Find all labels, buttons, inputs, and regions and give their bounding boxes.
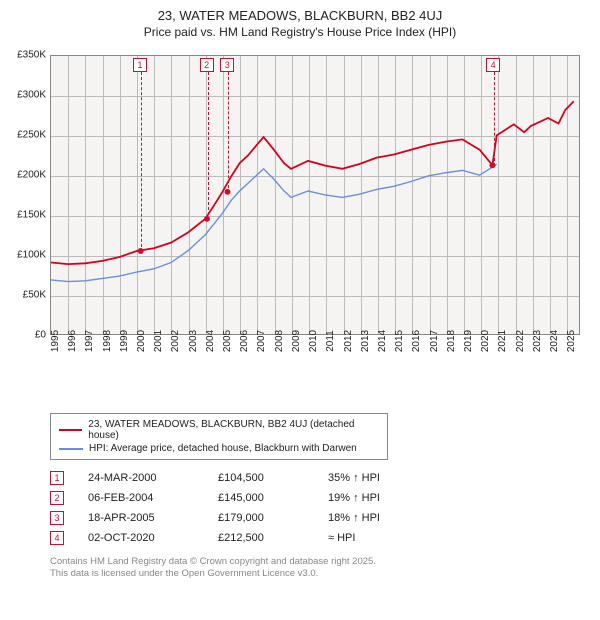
event-price: £145,000 bbox=[218, 492, 328, 504]
sale-events-table: 1 24-MAR-2000£104,50035% ↑ HPI 2 06-FEB-200… bbox=[50, 468, 592, 548]
sale-marker-box: 3 bbox=[220, 58, 234, 72]
legend: 23, WATER MEADOWS, BLACKBURN, BB2 4UJ (d… bbox=[50, 413, 388, 460]
sale-marker-box: 2 bbox=[200, 58, 214, 72]
y-axis-tick: £200K bbox=[8, 170, 46, 181]
event-marker-box: 3 bbox=[50, 511, 64, 525]
event-hpi: 18% ↑ HPI bbox=[328, 512, 380, 524]
y-axis-tick: £50K bbox=[8, 290, 46, 301]
series-lines bbox=[51, 56, 579, 334]
x-axis-tick: 2018 bbox=[446, 330, 457, 352]
x-axis-tick: 2014 bbox=[377, 330, 388, 352]
x-axis-tick: 2005 bbox=[222, 330, 233, 352]
y-axis-tick: £150K bbox=[8, 210, 46, 221]
x-axis-tick: 2006 bbox=[239, 330, 250, 352]
x-axis-tick: 2009 bbox=[291, 330, 302, 352]
legend-label: HPI: Average price, detached house, Blac… bbox=[89, 443, 357, 454]
x-axis-tick: 2008 bbox=[274, 330, 285, 352]
x-axis-tick: 2004 bbox=[205, 330, 216, 352]
event-price: £104,500 bbox=[218, 472, 328, 484]
sale-marker-box: 1 bbox=[133, 58, 147, 72]
x-axis-tick: 2013 bbox=[360, 330, 371, 352]
y-axis-tick: £100K bbox=[8, 250, 46, 261]
legend-swatch bbox=[59, 448, 83, 450]
x-axis-tick: 2012 bbox=[343, 330, 354, 352]
event-row: 4 02-OCT-2020£212,500≈ HPI bbox=[50, 528, 592, 548]
x-axis-tick: 2003 bbox=[188, 330, 199, 352]
x-axis-tick: 2025 bbox=[566, 330, 577, 352]
x-axis-tick: 2000 bbox=[136, 330, 147, 352]
y-axis-tick: £300K bbox=[8, 90, 46, 101]
sale-marker-line bbox=[208, 72, 209, 220]
plot-area bbox=[50, 55, 580, 335]
event-hpi: ≈ HPI bbox=[328, 532, 355, 544]
sale-marker-box: 4 bbox=[486, 58, 500, 72]
x-axis-tick: 1995 bbox=[50, 330, 61, 352]
x-axis-tick: 2011 bbox=[325, 330, 336, 352]
event-date: 02-OCT-2020 bbox=[88, 532, 218, 544]
page-title: 23, WATER MEADOWS, BLACKBURN, BB2 4UJ bbox=[8, 8, 592, 23]
series-hpi bbox=[51, 164, 497, 282]
y-axis-tick: £250K bbox=[8, 130, 46, 141]
x-axis-tick: 1996 bbox=[67, 330, 78, 352]
x-axis-tick: 2024 bbox=[549, 330, 560, 352]
sale-marker-line bbox=[494, 72, 495, 166]
page-subtitle: Price paid vs. HM Land Registry's House … bbox=[8, 25, 592, 39]
event-date: 18-APR-2005 bbox=[88, 512, 218, 524]
attribution-line2: This data is licensed under the Open Gov… bbox=[50, 568, 592, 580]
event-marker-box: 1 bbox=[50, 471, 64, 485]
x-axis-tick: 1999 bbox=[119, 330, 130, 352]
event-date: 24-MAR-2000 bbox=[88, 472, 218, 484]
event-row: 1 24-MAR-2000£104,50035% ↑ HPI bbox=[50, 468, 592, 488]
event-hpi: 35% ↑ HPI bbox=[328, 472, 380, 484]
chart: £0 £50K £100K £150K £200K £250K £300K £350K 1995… bbox=[8, 45, 592, 375]
event-row: 2 06-FEB-2004£145,00019% ↑ HPI bbox=[50, 488, 592, 508]
x-axis-tick: 2022 bbox=[515, 330, 526, 352]
x-axis-tick: 2001 bbox=[153, 330, 164, 352]
legend-label: 23, WATER MEADOWS, BLACKBURN, BB2 4UJ (d… bbox=[88, 419, 379, 441]
x-axis-tick: 2023 bbox=[532, 330, 543, 352]
event-date: 06-FEB-2004 bbox=[88, 492, 218, 504]
event-row: 3 18-APR-2005£179,00018% ↑ HPI bbox=[50, 508, 592, 528]
x-axis-tick: 2007 bbox=[256, 330, 267, 352]
event-price: £179,000 bbox=[218, 512, 328, 524]
y-axis-tick: £0 bbox=[8, 330, 46, 341]
attribution-line1: Contains HM Land Registry data © Crown c… bbox=[50, 556, 592, 568]
title-block: 23, WATER MEADOWS, BLACKBURN, BB2 4UJ Pr… bbox=[8, 8, 592, 39]
legend-row: HPI: Average price, detached house, Blac… bbox=[59, 442, 379, 455]
attribution: Contains HM Land Registry data © Crown c… bbox=[50, 556, 592, 581]
x-axis-tick: 1997 bbox=[84, 330, 95, 352]
x-axis-tick: 2002 bbox=[170, 330, 181, 352]
event-marker-box: 4 bbox=[50, 531, 64, 545]
x-axis-tick: 2016 bbox=[411, 330, 422, 352]
legend-row: 23, WATER MEADOWS, BLACKBURN, BB2 4UJ (d… bbox=[59, 418, 379, 442]
series-property bbox=[51, 101, 574, 264]
x-axis-tick: 2020 bbox=[480, 330, 491, 352]
x-axis-tick: 2010 bbox=[308, 330, 319, 352]
x-axis-tick: 2019 bbox=[463, 330, 474, 352]
x-axis-tick: 2021 bbox=[497, 330, 508, 352]
x-axis-tick: 1998 bbox=[102, 330, 113, 352]
event-hpi: 19% ↑ HPI bbox=[328, 492, 380, 504]
sale-marker-line bbox=[228, 72, 229, 193]
x-axis-tick: 2017 bbox=[429, 330, 440, 352]
event-marker-box: 2 bbox=[50, 491, 64, 505]
event-price: £212,500 bbox=[218, 532, 328, 544]
x-axis-tick: 2015 bbox=[394, 330, 405, 352]
sale-marker-line bbox=[141, 72, 142, 252]
legend-swatch bbox=[59, 429, 82, 431]
y-axis-tick: £350K bbox=[8, 50, 46, 61]
